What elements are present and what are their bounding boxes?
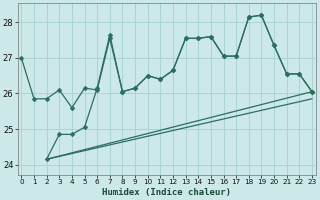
X-axis label: Humidex (Indice chaleur): Humidex (Indice chaleur)	[102, 188, 231, 197]
